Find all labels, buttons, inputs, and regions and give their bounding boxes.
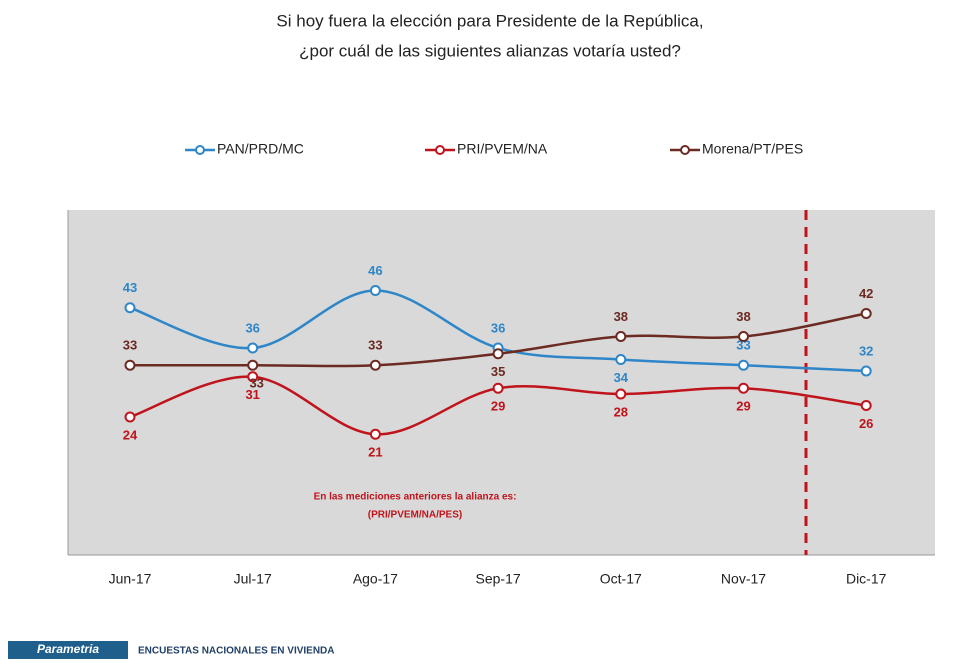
marker <box>615 354 627 365</box>
brand: Parametria <box>37 642 99 656</box>
data-label: 32 <box>859 343 873 358</box>
data-label: 35 <box>491 364 505 379</box>
marker <box>124 359 136 371</box>
x-tick-label: Jun-17 <box>109 571 152 587</box>
marker <box>860 365 872 377</box>
x-tick-label: Jul-17 <box>234 571 272 587</box>
marker <box>860 400 872 411</box>
marker <box>738 382 749 394</box>
legend-marker <box>435 145 445 155</box>
data-label: 38 <box>736 309 750 324</box>
data-label: 36 <box>491 320 505 335</box>
data-label: 33 <box>368 338 382 353</box>
marker <box>369 285 381 296</box>
marker <box>615 331 627 342</box>
chart-subtitle: ¿por cuál de las siguientes alianzas vot… <box>299 41 681 60</box>
data-label: 33 <box>736 338 750 353</box>
legend-label: Morena/PT/PES <box>702 141 803 157</box>
annotation: (PRI/PVEM/NA/PES) <box>368 510 462 521</box>
data-label: 24 <box>123 427 138 442</box>
data-label: 33 <box>123 338 137 353</box>
marker <box>738 359 749 371</box>
marker <box>492 382 504 394</box>
marker <box>738 331 749 342</box>
marker <box>124 302 136 314</box>
legend-marker <box>195 145 205 155</box>
marker <box>369 428 381 440</box>
data-label: 34 <box>614 370 629 385</box>
data-label: 28 <box>614 404 628 419</box>
data-label: 29 <box>736 399 750 414</box>
data-label: 43 <box>123 280 137 295</box>
data-label: 26 <box>859 416 873 431</box>
legend-marker <box>680 145 690 155</box>
data-label: 33 <box>249 376 263 391</box>
x-tick-label: Oct-17 <box>600 571 642 587</box>
marker <box>247 371 259 383</box>
annotation: En las mediciones anteriores la alianza … <box>314 492 517 503</box>
legend-label: PRI/PVEM/NA <box>457 141 548 157</box>
data-label: 46 <box>368 263 382 278</box>
marker <box>492 348 504 360</box>
marker <box>247 342 259 354</box>
chart-title: Si hoy fuera la elección para Presidente… <box>276 11 703 30</box>
marker <box>615 388 627 400</box>
marker <box>369 359 381 371</box>
data-label: 31 <box>245 387 259 402</box>
data-label: 36 <box>245 320 259 335</box>
data-label: 42 <box>859 286 873 301</box>
marker <box>860 308 872 319</box>
data-label: 21 <box>368 445 382 460</box>
x-tick-label: Nov-17 <box>721 571 766 587</box>
marker <box>124 411 136 423</box>
x-tick-label: Dic-17 <box>846 571 887 587</box>
data-label: 29 <box>491 399 505 414</box>
footer-text: ENCUESTAS NACIONALES EN VIVIENDA <box>138 646 335 657</box>
brand-box <box>8 641 128 659</box>
x-tick-label: Sep-17 <box>476 571 521 587</box>
legend-label: PAN/PRD/MC <box>217 141 304 157</box>
marker <box>247 359 259 371</box>
x-tick-label: Ago-17 <box>353 571 398 587</box>
data-label: 38 <box>614 309 628 324</box>
